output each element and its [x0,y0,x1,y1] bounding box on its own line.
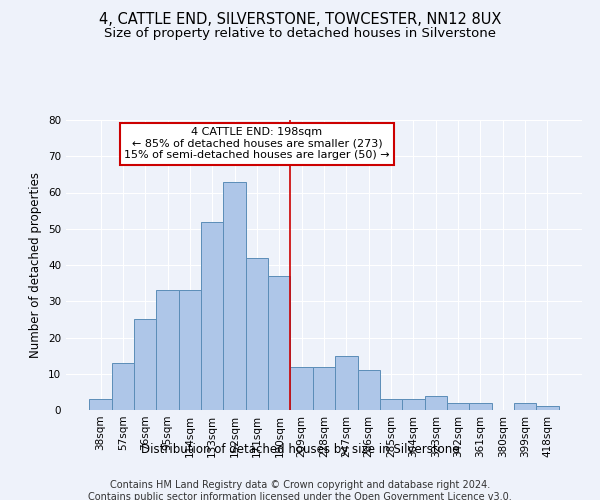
Text: 4 CATTLE END: 198sqm
← 85% of detached houses are smaller (273)
15% of semi-deta: 4 CATTLE END: 198sqm ← 85% of detached h… [124,127,390,160]
Bar [134,320,157,410]
Bar [201,222,223,410]
Bar [514,403,536,410]
Bar [358,370,380,410]
Bar [112,363,134,410]
Bar [157,290,179,410]
Bar [335,356,358,410]
Text: Contains HM Land Registry data © Crown copyright and database right 2024.
Contai: Contains HM Land Registry data © Crown c… [88,480,512,500]
Bar [469,403,491,410]
Bar [313,366,335,410]
Bar [268,276,290,410]
Text: 4, CATTLE END, SILVERSTONE, TOWCESTER, NN12 8UX: 4, CATTLE END, SILVERSTONE, TOWCESTER, N… [99,12,501,28]
Bar [380,399,402,410]
Bar [246,258,268,410]
Bar [447,403,469,410]
Y-axis label: Number of detached properties: Number of detached properties [29,172,43,358]
Bar [89,399,112,410]
Bar [179,290,201,410]
Text: Size of property relative to detached houses in Silverstone: Size of property relative to detached ho… [104,28,496,40]
Bar [290,366,313,410]
Bar [536,406,559,410]
Bar [402,399,425,410]
Bar [223,182,246,410]
Bar [425,396,447,410]
Text: Distribution of detached houses by size in Silverstone: Distribution of detached houses by size … [141,442,459,456]
